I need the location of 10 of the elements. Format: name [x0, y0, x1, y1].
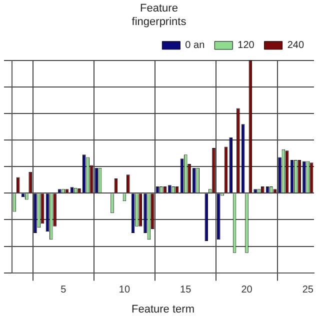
- chart-title: Feature fingerprints: [132, 2, 187, 28]
- x-tick-label: 20: [241, 284, 253, 296]
- x-axis-title: Feature term: [132, 303, 194, 316]
- x-tick-label: 5: [60, 284, 67, 296]
- x-tick-label: 15: [180, 284, 192, 296]
- legend-label: 120: [238, 40, 255, 52]
- legend-label: 0 an: [185, 40, 205, 52]
- legend-label: 240: [287, 40, 304, 52]
- x-tick-label: 25: [302, 284, 314, 296]
- x-tick-label: 10: [118, 284, 130, 296]
